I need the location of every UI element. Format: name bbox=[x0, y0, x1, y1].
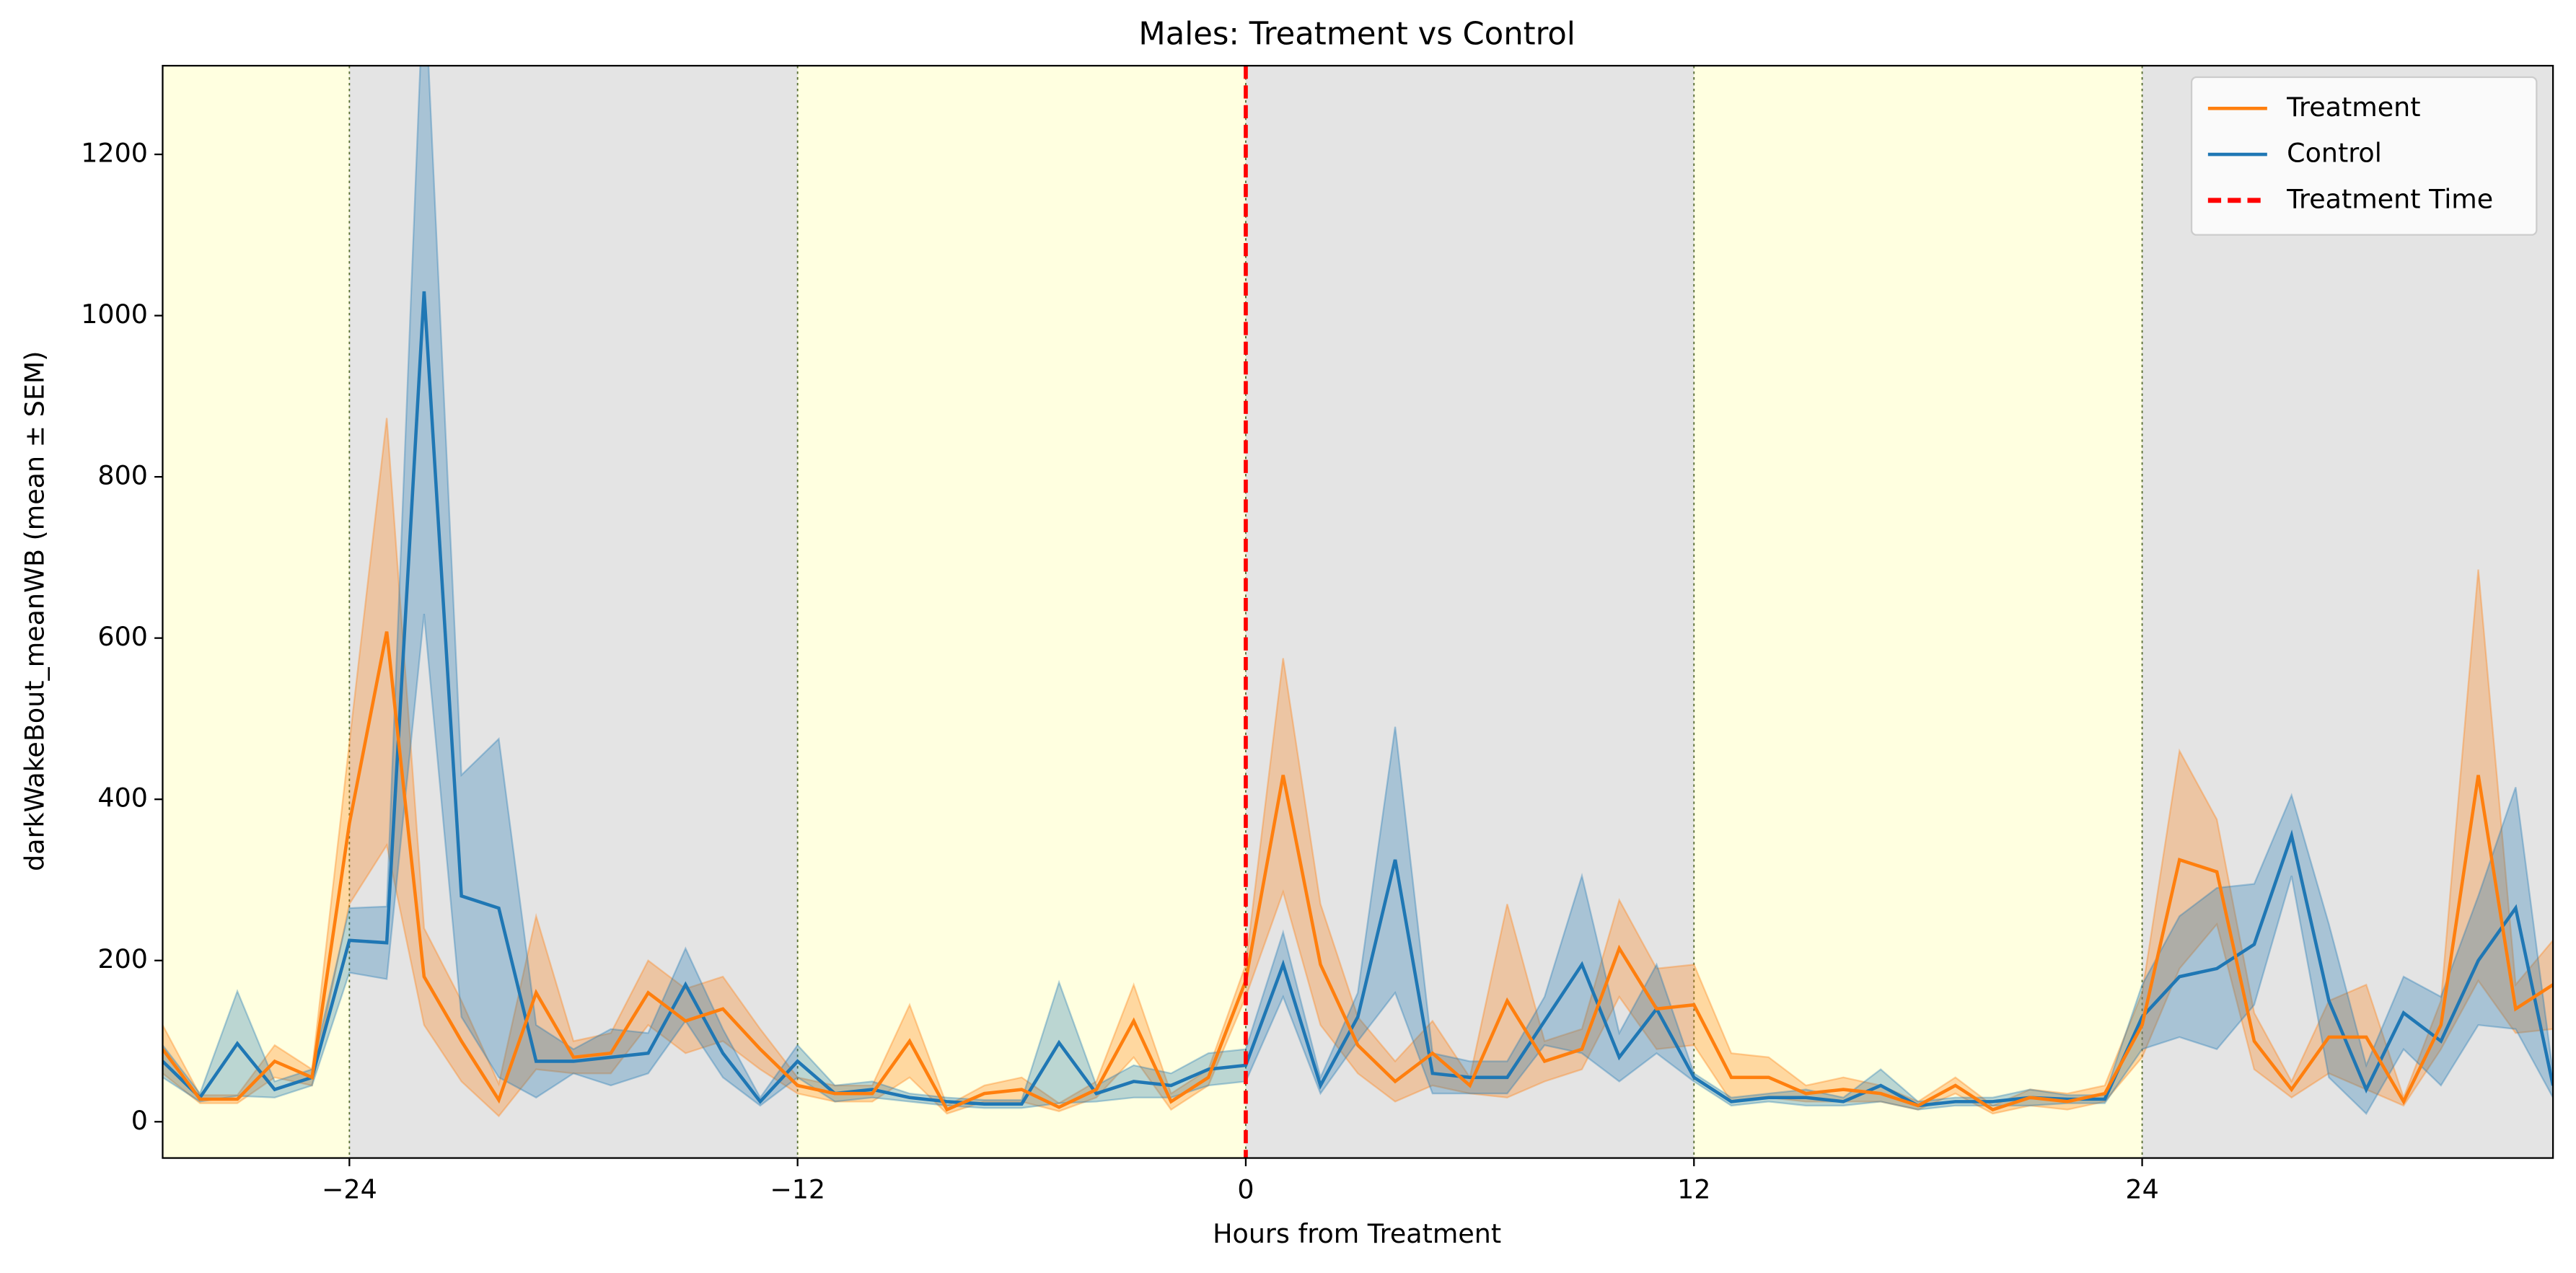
x-tick-label: 12 bbox=[1677, 1174, 1710, 1205]
period-shade bbox=[1245, 66, 1694, 1158]
series-line bbox=[162, 631, 2554, 1112]
y-tick-label: 800 bbox=[97, 460, 148, 491]
x-axis-label: Hours from Treatment bbox=[1213, 1218, 1501, 1249]
legend-label: Treatment bbox=[2286, 92, 2420, 123]
chart-title: Males: Treatment vs Control bbox=[1138, 17, 1575, 53]
legend-label: Treatment Time bbox=[2286, 183, 2493, 214]
legend-box bbox=[2190, 76, 2538, 236]
x-tick-label: −24 bbox=[322, 1174, 377, 1205]
period-shade bbox=[1694, 66, 2142, 1158]
y-tick-label: 400 bbox=[97, 783, 148, 814]
y-axis-label: darkWakeBout_meanWB (mean ± SEM) bbox=[19, 351, 50, 871]
series-line bbox=[162, 291, 2554, 1108]
x-tick-label: 24 bbox=[2125, 1174, 2158, 1205]
y-tick-label: 200 bbox=[97, 943, 148, 974]
x-tick-label: −12 bbox=[770, 1174, 825, 1205]
period-shade bbox=[162, 66, 350, 1158]
period-shade bbox=[797, 66, 1246, 1158]
y-tick-label: 1000 bbox=[81, 299, 148, 330]
plot-frame bbox=[162, 64, 2554, 1159]
y-tick-label: 0 bbox=[131, 1105, 148, 1136]
y-tick-label: 600 bbox=[97, 621, 148, 652]
plot-area bbox=[162, 66, 2554, 1158]
x-tick-label: 0 bbox=[1237, 1174, 1254, 1205]
y-tick-label: 1200 bbox=[81, 138, 148, 169]
legend-label: Control bbox=[2287, 138, 2382, 169]
period-shade bbox=[2142, 66, 2554, 1158]
